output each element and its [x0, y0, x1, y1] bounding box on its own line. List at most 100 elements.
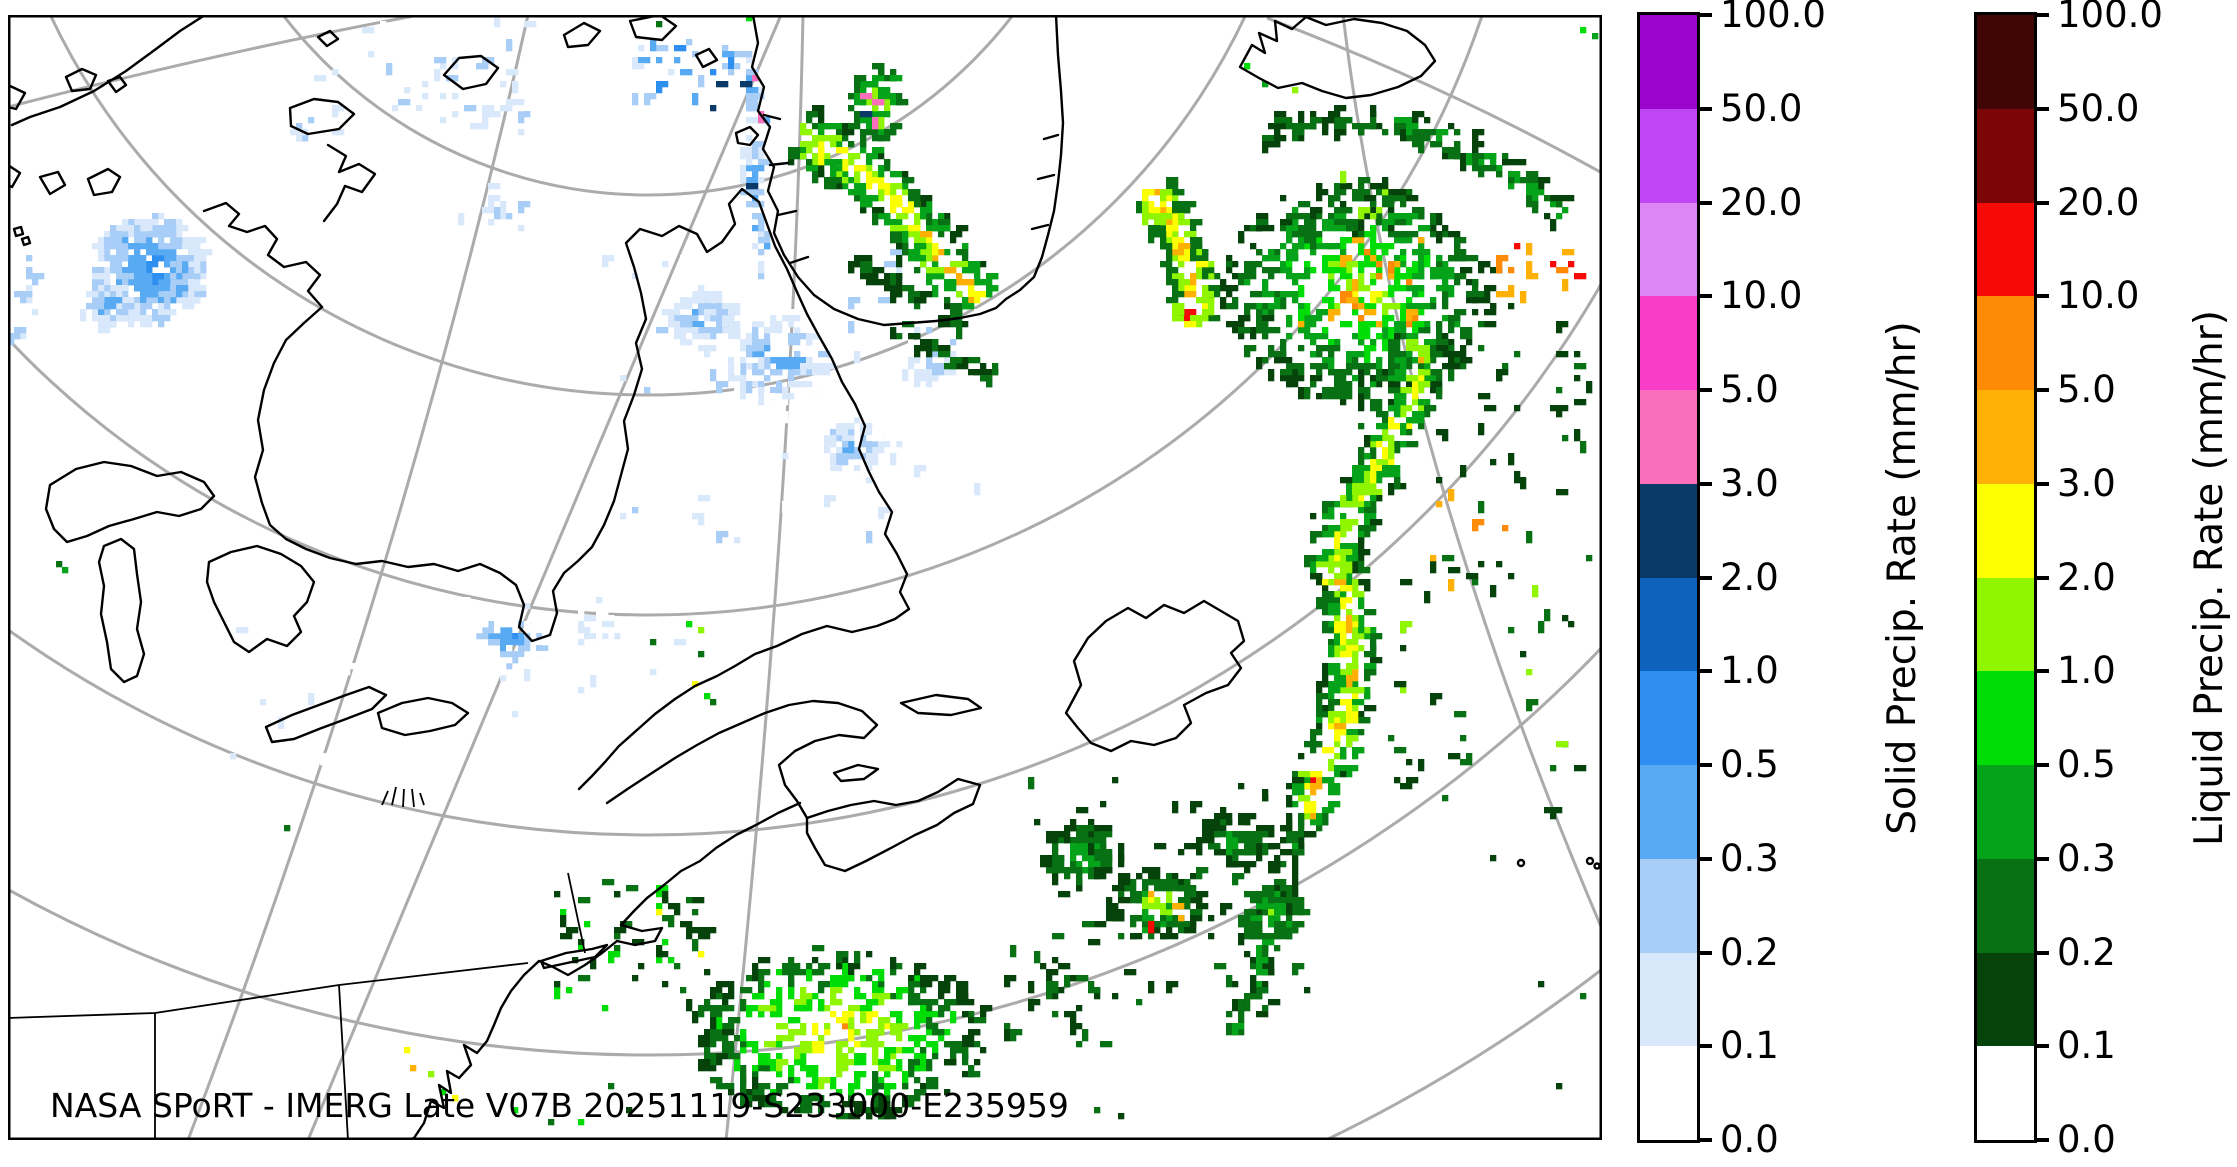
solid-tick-label: 0.1	[1720, 1024, 1779, 1068]
solid-tick-label: 50.0	[1720, 86, 1803, 130]
liquid-tick-label: 0.0	[2057, 1118, 2116, 1161]
liquid-tick-mark	[2034, 294, 2049, 299]
solid-tick-label: 0.2	[1720, 930, 1779, 974]
liquid-colorbar-label: Liquid Precip. Rate (mm/hr)	[2187, 310, 2232, 846]
solid-colorbar-label: Solid Precip. Rate (mm/hr)	[1880, 321, 1925, 835]
liquid-tick-label: 0.5	[2057, 743, 2116, 786]
coast-stlawrence-south	[605, 699, 879, 820]
solid-tick-mark	[1697, 856, 1712, 861]
coastlines	[8, 15, 1601, 1140]
solid-tick-label: 5.0	[1720, 368, 1779, 411]
liquid-colorbar-segment	[1977, 577, 2034, 672]
solid-tick-mark	[1697, 106, 1712, 111]
solid-colorbar-segment	[1640, 202, 1697, 297]
solid-tick-label: 0.3	[1720, 836, 1779, 880]
liquid-tick-label: 50.0	[2057, 86, 2140, 130]
coast-arctic-islands	[8, 15, 719, 247]
liquid-tick-mark	[2034, 950, 2049, 955]
liquid-colorbar-segment	[1977, 202, 2034, 297]
solid-colorbar-segment	[1640, 1045, 1697, 1140]
solid-colorbar-segment	[1640, 295, 1697, 390]
liquid-tick-label: 1.0	[2057, 649, 2116, 693]
liquid-tick-label: 5.0	[2057, 368, 2116, 411]
liquid-tick-mark	[2034, 106, 2049, 111]
liquid-colorbar-segment	[1977, 858, 2034, 953]
liquid-tick-label: 0.2	[2057, 930, 2116, 974]
coast-anticosti	[899, 693, 983, 717]
coast-greenland	[750, 15, 1065, 327]
finger-lakes	[381, 786, 425, 808]
liquid-colorbar-segment	[1977, 670, 2034, 765]
precipitation-layer	[8, 15, 1599, 1126]
liquid-colorbar-segment	[1977, 14, 2034, 109]
liquid-tick-label: 0.1	[2057, 1024, 2116, 1068]
liquid-colorbar-segment	[1977, 483, 2034, 578]
graticule-grid	[8, 15, 1602, 1140]
solid-tick-mark	[1697, 763, 1712, 767]
solid-tick-mark	[1697, 294, 1712, 299]
liquid-colorbar-segment	[1977, 952, 2034, 1047]
product-annotation: NASA SPoRT - IMERG Late V07B 20251119-S2…	[50, 1086, 1069, 1125]
coast-arctic-diagonal	[10, 15, 207, 127]
state-borders	[8, 872, 586, 1140]
solid-tick-label: 20.0	[1720, 180, 1803, 224]
liquid-colorbar-segment	[1977, 108, 2034, 203]
liquid-tick-mark	[2034, 13, 2049, 17]
coast-long-island	[539, 943, 609, 970]
solid-colorbar-segment	[1640, 577, 1697, 672]
liquid-tick-mark	[2034, 481, 2049, 486]
solid-tick-mark	[1697, 950, 1712, 955]
solid-tick-mark	[1697, 669, 1712, 674]
liquid-tick-label: 3.0	[2057, 461, 2116, 505]
solid-tick-mark	[1697, 200, 1712, 205]
coast-nova-scotia	[805, 777, 982, 873]
liquid-colorbar	[1974, 12, 2037, 1143]
liquid-tick-label: 2.0	[2057, 555, 2116, 599]
lake-huron	[205, 544, 316, 654]
solid-colorbar-segment	[1640, 952, 1697, 1047]
solid-tick-mark	[1697, 575, 1712, 580]
liquid-colorbar-segment	[1977, 389, 2034, 484]
coast-foxe-basin	[322, 143, 377, 223]
solid-colorbar-segment	[1640, 389, 1697, 484]
liquid-colorbar-segment	[1977, 295, 2034, 390]
liquid-tick-mark	[2034, 856, 2049, 861]
solid-tick-mark	[1697, 1044, 1712, 1049]
lake-ontario	[376, 696, 470, 737]
solid-tick-mark	[1697, 388, 1712, 392]
solid-tick-label: 0.5	[1720, 743, 1779, 786]
coast-us-east	[406, 801, 802, 1140]
lake-erie	[264, 685, 388, 744]
solid-colorbar-segment	[1640, 108, 1697, 203]
solid-tick-label: 3.0	[1720, 461, 1779, 505]
island-dot-2	[1585, 856, 1595, 866]
liquid-tick-mark	[2034, 669, 2049, 674]
coast-iceland	[1238, 15, 1437, 100]
solid-colorbar-segment	[1640, 483, 1697, 578]
liquid-tick-label: 0.3	[2057, 836, 2116, 880]
precip-map	[8, 15, 1602, 1140]
coast-greenland-fjords	[762, 113, 1060, 265]
solid-colorbar-segment	[1640, 670, 1697, 765]
liquid-tick-mark	[2034, 575, 2049, 580]
coast-hudson-labrador	[253, 187, 911, 791]
liquid-tick-label: 20.0	[2057, 180, 2140, 224]
map-panel	[8, 15, 1602, 1140]
solid-tick-mark	[1697, 1138, 1712, 1142]
coast-pei	[832, 763, 880, 783]
island-dot-3	[1593, 862, 1601, 870]
liquid-colorbar-segment	[1977, 1045, 2034, 1140]
liquid-tick-label: 10.0	[2057, 274, 2140, 318]
liquid-tick-mark	[2034, 1044, 2049, 1049]
liquid-tick-label: 100.0	[2057, 0, 2163, 36]
liquid-colorbar-segment	[1977, 764, 2034, 859]
liquid-tick-mark	[2034, 763, 2049, 767]
solid-tick-label: 100.0	[1720, 0, 1826, 36]
coast-disko-island	[734, 125, 760, 147]
solid-tick-label: 10.0	[1720, 274, 1803, 318]
liquid-tick-mark	[2034, 388, 2049, 392]
solid-colorbar-segment	[1640, 858, 1697, 953]
solid-tick-label: 0.0	[1720, 1118, 1779, 1161]
lake-superior	[44, 460, 216, 544]
